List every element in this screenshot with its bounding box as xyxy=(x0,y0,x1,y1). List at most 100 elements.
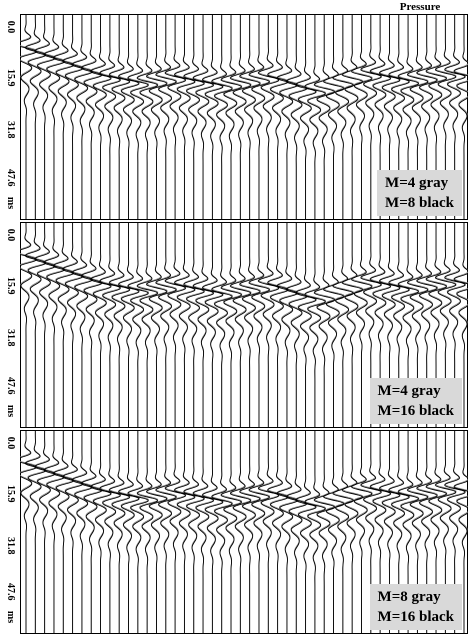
black-trace xyxy=(313,431,336,633)
y-tick-label: 47.6 xyxy=(5,583,16,601)
gray-trace xyxy=(230,431,252,633)
black-trace xyxy=(43,431,66,633)
black-trace xyxy=(62,431,84,633)
black-trace xyxy=(117,431,140,633)
black-trace xyxy=(173,431,196,633)
gray-trace xyxy=(155,431,177,633)
gray-trace xyxy=(295,431,317,633)
black-trace xyxy=(295,223,317,427)
black-trace xyxy=(285,15,308,219)
gray-trace xyxy=(332,223,354,427)
black-trace xyxy=(239,15,261,219)
y-tick-label: 31.8 xyxy=(5,329,16,347)
black-trace xyxy=(285,431,308,633)
gray-trace xyxy=(304,15,327,219)
black-trace xyxy=(127,223,149,427)
black-trace xyxy=(20,14,37,219)
black-trace xyxy=(229,223,252,427)
black-trace xyxy=(61,223,84,427)
black-trace xyxy=(52,431,75,633)
black-trace xyxy=(341,15,364,219)
gray-trace xyxy=(137,431,159,633)
black-trace xyxy=(332,431,354,633)
legend-1: M=4 gray M=8 black xyxy=(377,170,462,216)
black-trace xyxy=(257,15,280,219)
black-trace xyxy=(90,15,112,219)
black-trace xyxy=(323,15,345,219)
y-tick-label: 0.0 xyxy=(5,436,16,450)
black-trace xyxy=(211,431,233,633)
black-trace xyxy=(155,431,177,633)
gray-trace xyxy=(230,15,252,219)
gray-trace xyxy=(295,223,317,427)
y-tick-label: 31.8 xyxy=(5,121,16,139)
black-trace xyxy=(155,15,177,219)
black-trace xyxy=(145,223,168,427)
black-trace xyxy=(332,223,354,427)
black-trace xyxy=(211,223,233,427)
black-trace xyxy=(220,431,243,633)
black-trace xyxy=(136,431,158,633)
black-trace xyxy=(239,431,261,633)
black-trace xyxy=(71,15,93,219)
black-trace xyxy=(350,431,373,633)
black-trace xyxy=(201,223,224,427)
black-trace xyxy=(276,431,298,633)
y-tick-label: 0.0 xyxy=(5,20,16,34)
black-trace xyxy=(248,431,271,633)
black-trace xyxy=(145,431,168,633)
black-trace xyxy=(24,430,47,633)
black-trace xyxy=(201,15,224,219)
seismic-panel-3: M=8 gray M=16 black xyxy=(20,430,468,634)
black-trace xyxy=(341,431,364,633)
gray-trace xyxy=(332,431,355,633)
black-trace xyxy=(24,14,47,219)
black-trace xyxy=(99,15,121,219)
black-trace xyxy=(71,223,93,427)
black-trace xyxy=(453,223,468,427)
black-trace xyxy=(341,223,364,427)
gray-trace xyxy=(155,223,178,427)
black-trace xyxy=(220,223,243,427)
black-trace xyxy=(20,430,38,633)
black-trace xyxy=(145,15,168,219)
black-trace xyxy=(294,431,317,633)
gray-trace xyxy=(137,15,159,219)
y-axis-label: ms xyxy=(5,404,16,418)
y-tick-label: 15.9 xyxy=(5,485,16,503)
gray-trace xyxy=(90,223,112,427)
y-axis-label: ms xyxy=(5,610,16,624)
black-trace xyxy=(108,15,131,219)
gray-trace xyxy=(248,223,271,427)
black-trace xyxy=(248,223,271,427)
gray-trace xyxy=(332,15,354,219)
gray-trace xyxy=(304,223,327,427)
black-trace xyxy=(313,15,336,219)
black-trace xyxy=(61,15,84,219)
gray-trace xyxy=(127,431,150,633)
black-trace xyxy=(43,223,65,427)
black-trace xyxy=(285,223,308,427)
black-trace xyxy=(248,15,271,219)
black-trace xyxy=(276,223,298,427)
y-tick-label: 31.8 xyxy=(5,537,16,555)
black-trace xyxy=(229,431,252,633)
legend-3: M=8 gray M=16 black xyxy=(369,584,462,630)
figure-title: Pressure xyxy=(399,1,441,13)
black-trace xyxy=(136,223,159,427)
black-trace xyxy=(192,15,215,219)
y-axis-label: ms xyxy=(5,196,16,210)
y-tick-label: 15.9 xyxy=(5,69,16,87)
black-trace xyxy=(52,223,75,427)
black-trace xyxy=(90,431,112,633)
legend-entry-gray: M=4 gray xyxy=(377,383,441,399)
gray-trace xyxy=(342,223,364,427)
legend-entry-black: M=16 black xyxy=(377,403,454,419)
black-trace xyxy=(304,223,326,427)
gray-trace xyxy=(304,431,327,633)
gray-trace xyxy=(248,431,271,633)
black-trace xyxy=(127,15,149,219)
gray-trace xyxy=(286,15,308,219)
black-trace xyxy=(80,431,103,633)
black-trace xyxy=(220,15,243,219)
